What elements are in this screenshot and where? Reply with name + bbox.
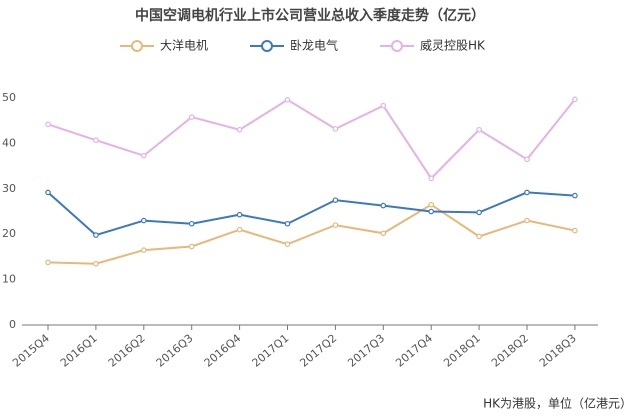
point xyxy=(524,156,530,163)
x-tick-label: 2015Q4 xyxy=(10,332,52,370)
y-tick-label: 10 xyxy=(2,273,16,286)
x-tick-label: 2018Q3 xyxy=(537,332,579,370)
x-tick-label: 2018Q2 xyxy=(489,332,531,370)
point xyxy=(188,114,195,120)
note: HK为港股，单位（亿港元） xyxy=(483,396,632,411)
point xyxy=(524,217,530,224)
point xyxy=(141,247,147,253)
point xyxy=(332,126,339,132)
point xyxy=(332,197,339,203)
point xyxy=(524,189,530,196)
point xyxy=(141,152,147,159)
legend-label: 卧龙电气 xyxy=(290,38,338,53)
x-tick-label: 2017Q3 xyxy=(345,332,387,370)
point xyxy=(45,121,51,128)
x-tick-label: 2017Q4 xyxy=(393,332,435,370)
y-tick-label: 20 xyxy=(2,227,16,240)
point xyxy=(236,126,243,133)
series-line xyxy=(47,203,576,265)
x-tick-label: 2016Q3 xyxy=(154,332,196,370)
x-tick-label: 2018Q1 xyxy=(441,332,483,370)
series-line xyxy=(47,191,575,237)
y-tick-label: 50 xyxy=(2,91,16,104)
x-tick-label: 2016Q4 xyxy=(202,332,244,370)
x-tick-label: 2016Q1 xyxy=(58,332,100,370)
legend-label: 威灵控股HK xyxy=(420,39,486,53)
point xyxy=(380,102,387,109)
x-tick-label: 2016Q2 xyxy=(106,332,148,370)
legend-marker xyxy=(131,40,143,52)
series-line xyxy=(47,98,576,180)
y-tick-label: 0 xyxy=(9,318,16,331)
point xyxy=(572,227,578,234)
y-tick-label: 30 xyxy=(2,182,16,195)
point xyxy=(93,260,99,267)
x-tick-label: 2017Q2 xyxy=(297,332,339,370)
point xyxy=(284,220,291,227)
point xyxy=(284,241,291,247)
legend-marker xyxy=(391,40,403,52)
point xyxy=(380,202,387,209)
point xyxy=(428,208,435,215)
point xyxy=(476,126,482,133)
point xyxy=(380,230,387,237)
point xyxy=(45,189,51,196)
y-tick-label: 40 xyxy=(2,136,16,149)
point xyxy=(45,259,51,266)
point xyxy=(188,220,195,227)
point xyxy=(284,97,291,103)
chart-title: 中国空调电机行业上市公司营业总收入季度走势（亿元） xyxy=(135,7,485,24)
point xyxy=(428,201,435,208)
point xyxy=(141,217,147,224)
point xyxy=(236,211,243,218)
point xyxy=(476,233,482,240)
point xyxy=(188,243,195,250)
point xyxy=(572,96,578,103)
point xyxy=(236,226,243,233)
legend-label: 大洋电机 xyxy=(160,38,208,53)
x-tick-label: 2017Q1 xyxy=(250,332,292,370)
point xyxy=(332,222,339,228)
point xyxy=(572,192,578,199)
point xyxy=(93,137,99,144)
point xyxy=(476,209,482,216)
point xyxy=(93,232,99,238)
point xyxy=(428,175,435,182)
legend-marker xyxy=(261,40,273,52)
